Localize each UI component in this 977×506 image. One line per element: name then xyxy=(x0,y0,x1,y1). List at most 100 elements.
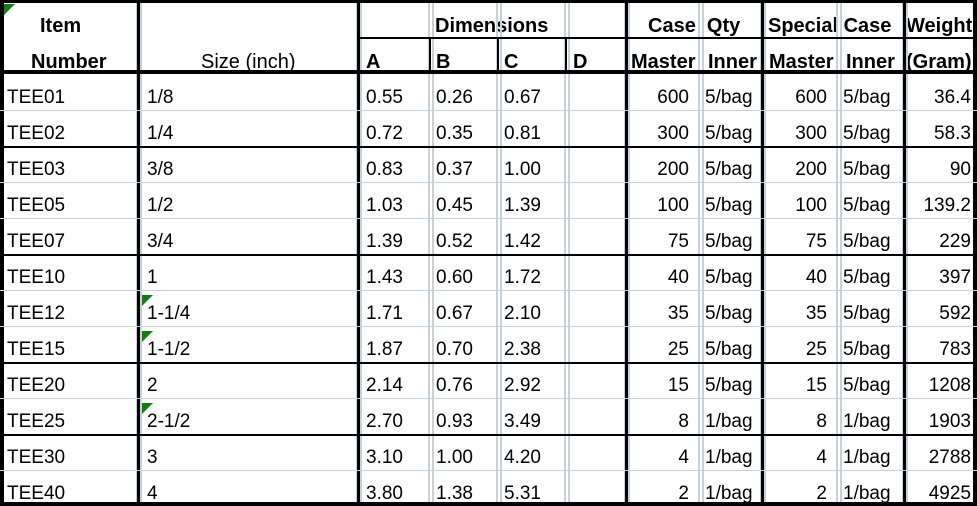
cell-c: 1.42 xyxy=(504,231,541,252)
comment-marker-icon xyxy=(142,331,153,342)
cell-inner: 5/bag xyxy=(705,375,753,396)
cell-size: 1 xyxy=(147,267,158,288)
cell-size: 1/2 xyxy=(147,195,174,216)
header-dim-b: B xyxy=(436,51,451,73)
cell-master: 15 xyxy=(667,375,689,396)
cell-weight: 58.3 xyxy=(934,123,971,144)
border-line xyxy=(137,0,140,506)
cell-master: 40 xyxy=(667,267,689,288)
cell-c: 4.20 xyxy=(504,447,541,468)
cell-s-inner: 1/bag xyxy=(843,411,891,432)
cell-master: 75 xyxy=(667,231,689,252)
cell-size: 2-1/2 xyxy=(147,411,191,432)
cell-s-master: 75 xyxy=(805,231,827,252)
cell-s-master: 2 xyxy=(816,483,827,504)
cell-item: TEE20 xyxy=(7,375,66,396)
cell-master: 4 xyxy=(678,447,689,468)
cell-a: 0.72 xyxy=(366,123,403,144)
cell-s-master: 8 xyxy=(816,411,827,432)
cell-inner: 5/bag xyxy=(705,123,753,144)
comment-marker-icon xyxy=(142,403,153,414)
border-line xyxy=(0,434,977,436)
cell-s-master: 35 xyxy=(805,303,827,324)
border-line xyxy=(0,0,977,3)
cell-master: 2 xyxy=(678,483,689,504)
header-dimensions: Dimensions xyxy=(435,15,549,37)
cell-weight: 139.2 xyxy=(923,195,971,216)
cell-inner: 5/bag xyxy=(705,87,753,108)
cell-b: 0.45 xyxy=(436,195,473,216)
cell-b: 0.76 xyxy=(436,375,473,396)
cell-item: TEE25 xyxy=(7,411,66,432)
gridline xyxy=(0,290,977,291)
gridline xyxy=(140,0,142,506)
cell-s-master: 15 xyxy=(805,375,827,396)
border-line xyxy=(761,0,764,506)
header-case-qty: Case Qty xyxy=(648,15,741,37)
cell-c: 2.92 xyxy=(504,375,541,396)
border-line xyxy=(565,38,567,74)
cell-b: 0.93 xyxy=(436,411,473,432)
cell-s-master: 600 xyxy=(795,87,827,108)
cell-c: 2.10 xyxy=(504,303,541,324)
cell-s-inner: 5/bag xyxy=(843,195,891,216)
gridline xyxy=(360,0,362,506)
cell-s-inner: 1/bag xyxy=(843,447,891,468)
gridline xyxy=(628,0,630,506)
cell-a: 1.39 xyxy=(366,231,403,252)
border-line xyxy=(357,0,360,506)
gridline xyxy=(0,470,977,471)
cell-b: 0.60 xyxy=(436,267,473,288)
header-special-master: Master xyxy=(769,51,834,73)
gridline xyxy=(0,182,977,183)
gridline xyxy=(0,326,977,327)
border-line xyxy=(0,254,977,256)
cell-b: 0.35 xyxy=(436,123,473,144)
cell-size: 3 xyxy=(147,447,158,468)
cell-b: 0.37 xyxy=(436,159,473,180)
cell-s-master: 4 xyxy=(816,447,827,468)
cell-item: TEE03 xyxy=(7,159,66,180)
gridline xyxy=(906,0,908,506)
cell-b: 1.00 xyxy=(436,447,473,468)
cell-size: 1-1/2 xyxy=(147,339,191,360)
cell-a: 3.10 xyxy=(366,447,403,468)
cell-a: 0.83 xyxy=(366,159,403,180)
cell-inner: 1/bag xyxy=(705,483,753,504)
cell-a: 2.70 xyxy=(366,411,403,432)
cell-s-master: 300 xyxy=(795,123,827,144)
cell-s-inner: 5/bag xyxy=(843,231,891,252)
header-dim-a: A xyxy=(366,51,381,73)
cell-inner: 5/bag xyxy=(705,303,753,324)
cell-weight: 783 xyxy=(939,339,971,360)
cell-master: 200 xyxy=(657,159,689,180)
gridline xyxy=(500,0,502,506)
cell-inner: 5/bag xyxy=(705,159,753,180)
cell-c: 0.67 xyxy=(504,87,541,108)
cell-c: 1.00 xyxy=(504,159,541,180)
cell-inner: 1/bag xyxy=(705,447,753,468)
cell-item: TEE10 xyxy=(7,267,66,288)
cell-size: 2 xyxy=(147,375,158,396)
cell-item: TEE30 xyxy=(7,447,66,468)
cell-size: 3/4 xyxy=(147,231,174,252)
header-special-inner: Inner xyxy=(846,51,895,73)
cell-a: 0.55 xyxy=(366,87,403,108)
gridline xyxy=(840,0,842,506)
gridline xyxy=(428,0,430,506)
cell-weight: 2788 xyxy=(928,447,971,468)
cell-item: TEE07 xyxy=(7,231,66,252)
border-line xyxy=(0,502,977,506)
header-size: Size (inch) xyxy=(201,51,296,73)
cell-weight: 1208 xyxy=(928,375,971,396)
cell-a: 1.87 xyxy=(366,339,403,360)
header-dim-c: C xyxy=(504,51,519,73)
cell-b: 0.26 xyxy=(436,87,473,108)
gridline xyxy=(698,0,700,506)
cell-b: 0.70 xyxy=(436,339,473,360)
header-item-line1: Item xyxy=(40,15,82,37)
cell-inner: 1/bag xyxy=(705,411,753,432)
cell-inner: 5/bag xyxy=(705,231,753,252)
header-weight-line1: Weight xyxy=(906,15,973,37)
cell-weight: 397 xyxy=(939,267,971,288)
